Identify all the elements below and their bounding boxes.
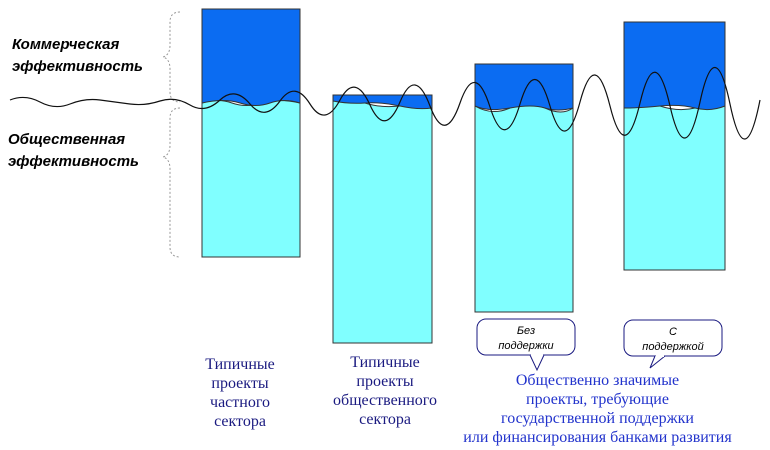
- callout-no-support-line2: поддержки: [498, 340, 553, 352]
- caption-public-line2: проекты: [356, 373, 414, 390]
- bar-private-social: [201, 100, 301, 258]
- commercial-efficiency-line1: Коммерческая: [12, 36, 120, 53]
- caption-significant-line1: Общественно значимые: [515, 372, 680, 389]
- commercial-efficiency-line2: эффективность: [12, 58, 143, 75]
- bar-with-support-commercial: [623, 21, 726, 111]
- bar-with-support: [623, 21, 726, 271]
- bar-private-commercial: [201, 8, 301, 106]
- callout-no-support-line1: Без: [517, 325, 535, 337]
- bar-no-support-social: [474, 103, 574, 313]
- callout-with-support-line2: поддержкой: [642, 341, 703, 353]
- bar-with-support-social: [623, 102, 726, 271]
- social-efficiency-line1: Общественная: [8, 131, 126, 148]
- caption-public-line3: общественного: [333, 392, 437, 409]
- caption-public-line4: сектора: [359, 411, 411, 428]
- caption-significant-line2: проекты, требующие: [526, 391, 669, 408]
- callout-no-support: Без поддержки: [476, 318, 576, 372]
- caption-significant-line4: или финансирования банками развития: [463, 429, 732, 446]
- caption-private-line4: сектора: [214, 413, 266, 430]
- caption-private: Типичные проекты частного сектора: [180, 355, 300, 431]
- callout-with-support: С поддержкой: [623, 319, 723, 369]
- caption-significant: Общественно значимые проекты, требующие …: [430, 371, 765, 447]
- caption-private-line3: частного: [210, 394, 270, 411]
- bar-private: [201, 8, 301, 258]
- callout-with-support-line1: С: [669, 326, 677, 338]
- social-brace: [161, 107, 181, 258]
- bar-no-support: [474, 63, 574, 313]
- caption-public-line1: Типичные: [350, 354, 420, 371]
- bar-public-commercial: [332, 94, 433, 110]
- commercial-efficiency-label: Коммерческая эффективность: [12, 34, 143, 78]
- caption-public: Типичные проекты общественного сектора: [320, 353, 450, 429]
- caption-private-line2: проекты: [211, 375, 269, 392]
- bar-public: [332, 94, 433, 344]
- social-efficiency-line2: эффективность: [8, 153, 139, 170]
- commercial-brace: [161, 11, 181, 103]
- profitability-divider-line: [9, 67, 761, 140]
- bar-public-social: [332, 99, 433, 344]
- social-efficiency-label: Общественная эффективность: [8, 129, 139, 173]
- bar-no-support-commercial: [474, 63, 574, 111]
- caption-private-line1: Типичные: [205, 356, 275, 373]
- caption-significant-line3: государственной поддержки: [501, 410, 694, 427]
